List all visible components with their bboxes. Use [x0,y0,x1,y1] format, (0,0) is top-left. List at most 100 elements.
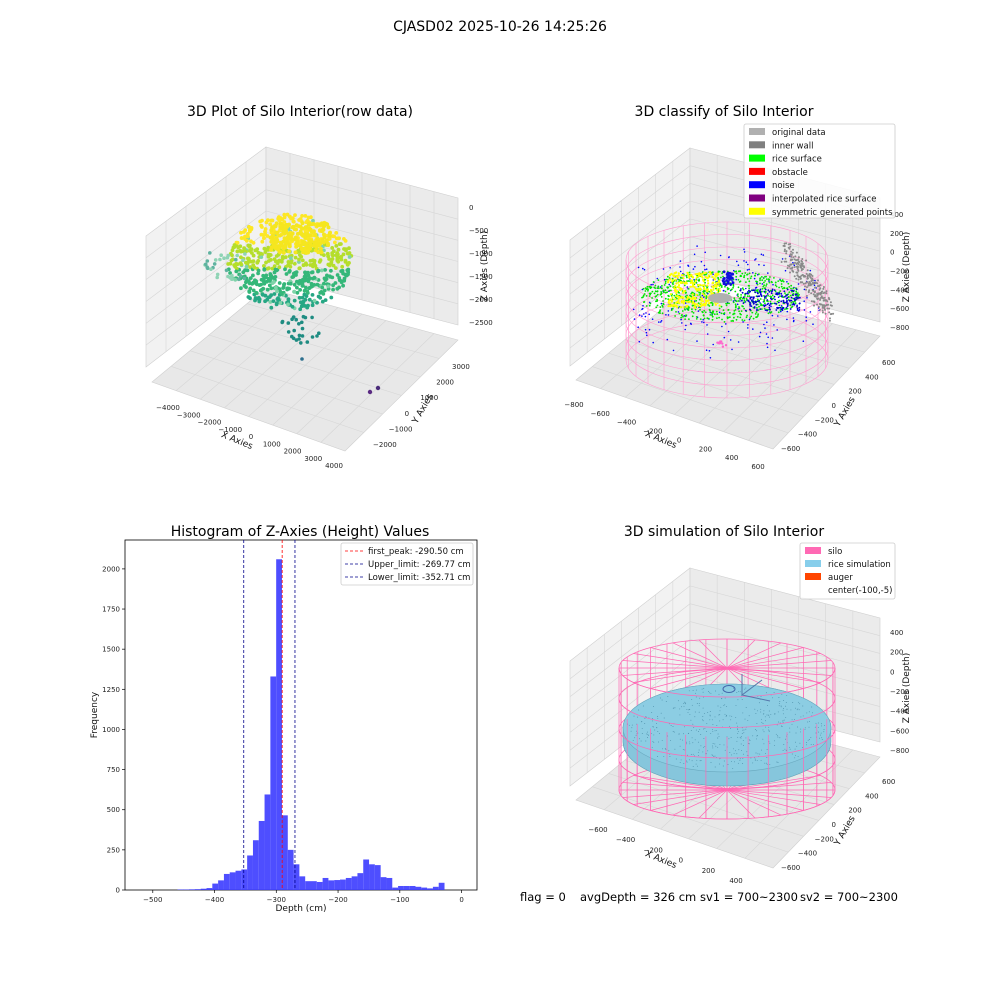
noise-point [775,309,778,311]
noise-point [731,279,733,282]
rice-mesh-point [651,746,653,748]
data-point [278,301,283,305]
rice-surface-point [781,287,784,290]
rice-mesh-point [790,709,792,711]
rice-surface-point [725,304,728,307]
rice-surface-point [771,294,774,297]
inner-wall-point [785,252,788,255]
data-point [238,261,243,266]
symmetric-point [693,281,696,284]
data-point [300,226,304,231]
rice-mesh-point [723,760,725,762]
tick-label: −200 [815,835,834,843]
noise-point [690,323,692,325]
data-point [305,291,310,295]
noise-point [668,283,670,286]
rice-mesh-point [698,705,700,707]
rice-mesh-point [750,757,752,759]
rice-mesh-point [696,703,698,704]
rice-mesh-point [637,716,639,718]
rice-surface-point [695,299,698,302]
inner-wall-point [795,251,798,254]
rice-mesh-point [719,744,721,746]
rice-surface-point [649,285,651,288]
grid-line [265,189,459,241]
rice-mesh-point [679,762,681,764]
rice-mesh-point [785,705,787,707]
rice-surface-point [788,291,791,294]
data-point [317,260,322,264]
noise-point [658,321,660,323]
rice-mesh-point [757,735,758,736]
data-point [367,389,373,395]
tick-label: −3000 [177,411,201,419]
y-axis-label: Y Axies [832,395,858,429]
rice-mesh-point [717,737,719,739]
symmetric-point [715,282,718,285]
data-point [257,299,262,304]
data-point [251,273,255,278]
data-point [277,233,282,238]
symmetric-point [674,284,677,287]
rice-mesh-point [715,690,716,692]
rice-mesh-point [722,719,724,721]
data-point [341,252,346,257]
inner-wall-point [828,311,831,314]
rice-surface-point [764,280,766,282]
symmetric-point [680,296,683,299]
rice-surface-point [767,278,770,281]
noise-point [780,295,783,298]
rice-mesh-point [821,739,823,740]
histogram-bar [340,879,346,890]
histogram-bar [386,877,393,890]
rice-mesh-point [812,743,814,745]
data-point [322,281,326,286]
noise-point [803,309,806,311]
grid-line [641,325,835,385]
tick-label: 600 [751,463,764,471]
tick-label: −1000 [469,250,493,258]
rice-mesh-point [736,728,738,730]
inner-wall-point [816,285,819,288]
panel-classify-3d: 3D classify of Silo Interior −800−600−40… [564,104,912,471]
rice-mesh-point [711,719,713,721]
rice-mesh-point [728,738,730,740]
rice-surface-point [728,302,730,305]
rice-mesh-point [717,746,719,748]
rice-mesh-point [742,729,744,731]
symmetric-point [715,285,718,288]
data-point [329,295,334,300]
tick-label: −200 [644,846,663,854]
data-point [265,234,270,238]
data-point [329,261,333,266]
noise-point [633,318,636,320]
noise-point [795,298,797,301]
grid-line [569,165,691,259]
rice-mesh-point [687,711,689,713]
rice-mesh-point [795,707,796,709]
rice-mesh-point [786,708,788,710]
rice-mesh-point [820,732,822,734]
rice-surface-point [764,291,767,294]
rice-mesh-point [754,757,756,759]
rice-mesh-point [741,733,743,734]
x-tick-label: −200 [328,896,347,904]
flag-text: flag = 0 [520,890,566,904]
rice-surface-point [784,292,786,294]
rice-surface-point [688,318,690,320]
inner-wall-point [824,308,826,311]
noise-point [650,283,652,286]
rice-mesh-point [698,711,700,713]
rice-surface-point [688,271,691,274]
rice-mesh-point [760,708,762,710]
rice-surface-point [706,291,708,294]
noise-point [766,303,769,306]
rice-mesh-point [742,758,744,760]
data-point [300,214,304,218]
noise-point [795,296,798,298]
symmetric-point [693,286,696,289]
inner-wall-point [805,259,808,262]
rice-surface-point [759,282,761,285]
grid-line [569,657,691,751]
